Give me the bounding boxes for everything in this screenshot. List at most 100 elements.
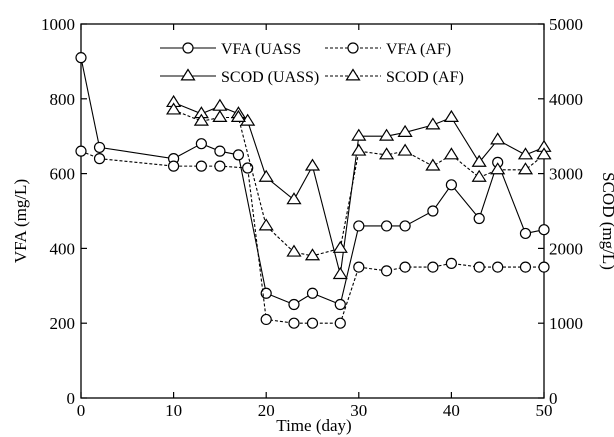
data-point [471,169,487,182]
y-tick-label-right: 0 [549,389,558,408]
data-point [445,179,457,191]
data-point [536,147,552,160]
series-2 [166,94,552,280]
data-point [93,141,106,154]
legend-marker [180,68,196,81]
series-line [173,109,545,257]
data-point [258,218,274,231]
data-point [425,158,441,171]
data-point [286,192,302,205]
data-point [380,220,393,232]
data-point [519,261,532,273]
data-point [306,287,319,299]
data-point [519,227,532,240]
y-tick-label-right: 1000 [549,314,583,333]
data-point [332,266,348,280]
data-point [195,160,207,172]
x-tick-label: 20 [258,401,275,420]
data-point [399,261,411,273]
legend: VFA (UASS VFA (AF) SCOD (UASS) SCOD (AF) [160,41,464,86]
data-point [93,153,106,165]
data-point [351,143,367,156]
data-point [445,257,457,269]
series-layer [75,52,552,329]
legend-label: VFA (UASS [221,41,301,58]
data-point [378,147,395,160]
data-point [195,138,207,150]
data-point [242,162,254,174]
data-point [378,128,395,141]
data-point [353,261,365,273]
legend-marker [182,42,194,54]
data-point [258,169,274,182]
data-point [214,160,226,172]
data-point [286,244,302,257]
data-point [538,261,550,273]
x-tick-label: 0 [77,401,86,420]
data-point [75,145,87,157]
data-point [304,158,321,171]
data-point [443,109,459,123]
data-point [471,154,487,167]
data-point [288,298,300,311]
data-point [473,261,485,273]
legend-item: VFA (UASS [160,41,301,58]
data-point [490,162,506,175]
data-point [427,205,439,217]
data-point [517,162,534,175]
x-tick-label: 40 [443,401,460,420]
legend-label: SCOD (UASS) [221,69,319,86]
data-point [380,265,393,277]
data-point [214,145,226,157]
data-point [334,317,346,329]
legend-marker [347,42,359,54]
data-point [443,147,459,160]
data-point [232,149,245,161]
axes: 0 10 20 30 40 5002004006008001000010002000300… [41,15,583,420]
y-tick-label-right: 3000 [549,165,583,184]
x-tick-label: 10 [165,401,182,420]
data-point [399,220,411,232]
data-point [230,109,247,123]
data-point [260,313,272,326]
x-tick-label: 50 [536,401,553,420]
data-point [212,98,228,111]
data-point [517,147,534,160]
y-axis-title-left: VFA (mg/L) [11,179,30,263]
data-point [212,109,228,123]
data-point [332,240,348,253]
legend-marker [345,68,361,81]
data-point [492,261,504,273]
data-point [304,248,321,261]
y-tick-label-right: 2000 [549,239,583,258]
legend-item: SCOD (AF) [325,68,464,86]
series-3 [166,102,552,261]
y-axis-title-right: SCOD (mg/L) [599,172,614,270]
series-1 [75,145,550,329]
data-point [288,317,300,329]
data-point [193,113,209,126]
data-point [168,160,180,172]
x-tick-label: 30 [350,401,367,420]
data-point [353,220,365,232]
x-axis-title: Time (day) [276,416,351,435]
y-tick-label-left: 200 [50,314,76,333]
legend-label: VFA (AF) [386,41,451,58]
data-point [334,298,346,311]
y-tick-label-left: 1000 [41,15,75,34]
plot-frame [80,23,545,399]
data-point [397,143,413,156]
y-tick-label-right: 5000 [549,15,583,34]
legend-item: VFA (AF) [325,41,451,58]
data-point [351,128,367,141]
data-point [427,261,439,273]
data-point [473,212,485,225]
legend-label: SCOD (AF) [386,69,464,86]
data-point [397,124,413,137]
y-tick-label-left: 800 [50,90,76,109]
data-point [425,117,441,130]
y-tick-label-right: 4000 [549,90,583,109]
data-point [490,132,506,145]
data-point [538,224,550,236]
